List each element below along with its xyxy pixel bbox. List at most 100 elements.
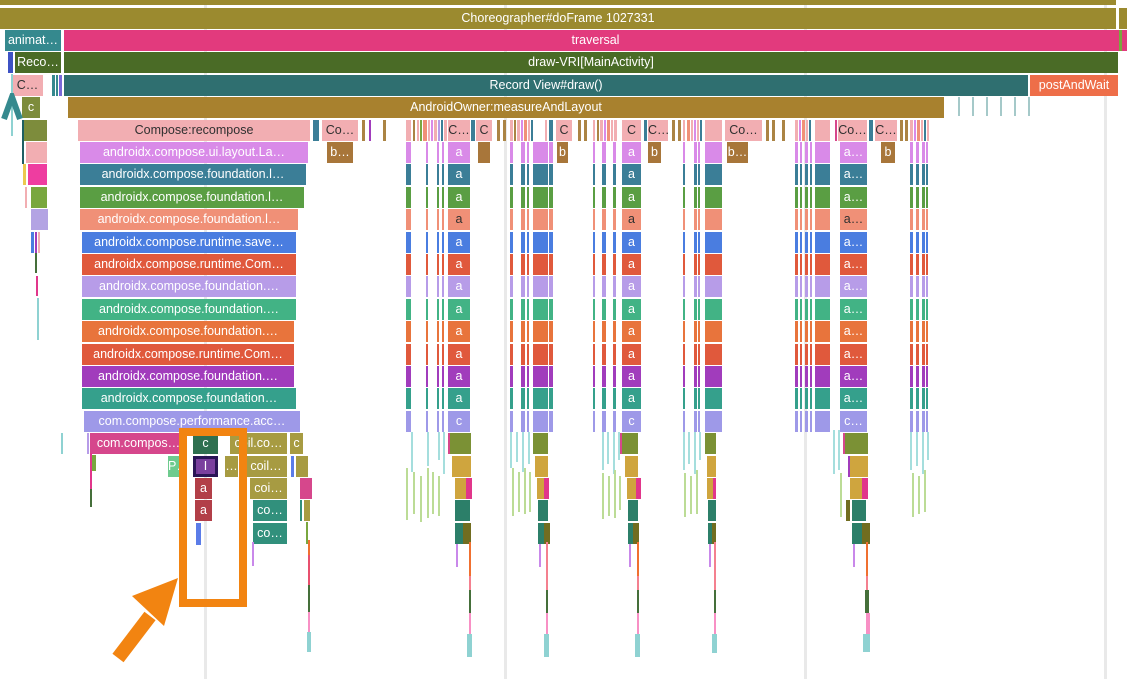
trace-span[interactable]: a bbox=[622, 365, 641, 387]
trace-sliver[interactable] bbox=[521, 365, 525, 387]
span-top-strip[interactable] bbox=[0, 0, 1116, 5]
trace-sliver[interactable] bbox=[442, 298, 444, 320]
trace-span[interactable]: C… bbox=[448, 119, 470, 141]
trace-sliver[interactable] bbox=[578, 119, 581, 141]
trace-sliver[interactable] bbox=[510, 253, 513, 275]
trace-span[interactable]: co… bbox=[253, 500, 287, 522]
trace-sliver[interactable] bbox=[683, 253, 685, 275]
trace-sliver[interactable] bbox=[922, 410, 925, 432]
trace-sliver[interactable] bbox=[628, 522, 633, 544]
trace-span[interactable]: a bbox=[622, 321, 641, 343]
trace-sliver[interactable] bbox=[916, 410, 919, 432]
trace-sliver[interactable] bbox=[531, 119, 533, 141]
trace-span[interactable]: a bbox=[622, 209, 641, 231]
trace-sliver[interactable] bbox=[383, 119, 386, 141]
trace-sliver[interactable] bbox=[528, 119, 530, 141]
trace-sliver[interactable] bbox=[772, 119, 775, 141]
trace-sliver[interactable] bbox=[503, 119, 506, 141]
trace-sliver[interactable] bbox=[549, 298, 553, 320]
trace-sliver[interactable] bbox=[800, 298, 802, 320]
trace-sliver[interactable] bbox=[782, 119, 785, 141]
trace-sliver[interactable] bbox=[544, 522, 550, 544]
trace-line[interactable] bbox=[308, 612, 310, 632]
trace-sliver[interactable] bbox=[593, 388, 595, 410]
trace-sliver[interactable] bbox=[926, 141, 928, 163]
trace-sliver[interactable] bbox=[698, 253, 700, 275]
trace-sliver[interactable] bbox=[313, 119, 319, 141]
trace-span[interactable]: coi… bbox=[250, 477, 287, 499]
trace-line[interactable] bbox=[90, 453, 92, 489]
trace-sliver[interactable] bbox=[521, 209, 525, 231]
trace-sliver[interactable] bbox=[442, 231, 444, 253]
trace-span[interactable]: a… bbox=[840, 231, 867, 253]
trace-sliver[interactable] bbox=[538, 522, 544, 544]
trace-sliver[interactable] bbox=[600, 119, 603, 141]
trace-span[interactable]: a bbox=[622, 298, 641, 320]
trace-sliver[interactable] bbox=[916, 141, 919, 163]
trace-span[interactable]: c… bbox=[840, 410, 867, 432]
trace-sliver[interactable] bbox=[304, 500, 310, 522]
trace-span[interactable]: a… bbox=[840, 276, 867, 298]
trace-sliver[interactable] bbox=[521, 298, 525, 320]
trace-sliver[interactable] bbox=[846, 500, 850, 522]
trace-span[interactable]: a bbox=[195, 500, 212, 522]
trace-sliver[interactable] bbox=[442, 321, 444, 343]
trace-span[interactable]: a bbox=[622, 253, 641, 275]
trace-sliver[interactable] bbox=[835, 119, 837, 141]
trace-sliver[interactable] bbox=[602, 164, 606, 186]
trace-sliver[interactable] bbox=[426, 253, 428, 275]
trace-span[interactable]: … bbox=[225, 455, 238, 477]
trace-sliver[interactable] bbox=[527, 253, 529, 275]
trace-sliver[interactable] bbox=[296, 455, 308, 477]
trace-sliver[interactable] bbox=[613, 365, 616, 387]
trace-sliver[interactable] bbox=[510, 119, 513, 141]
trace-sliver[interactable] bbox=[514, 119, 516, 141]
trace-span[interactable]: a bbox=[448, 186, 470, 208]
trace-line[interactable] bbox=[602, 473, 604, 519]
trace-span[interactable]: c bbox=[22, 97, 40, 119]
trace-sliver[interactable] bbox=[707, 477, 713, 499]
trace-sliver[interactable] bbox=[683, 141, 685, 163]
trace-sliver[interactable] bbox=[413, 119, 415, 141]
trace-span[interactable] bbox=[705, 231, 722, 253]
trace-line[interactable] bbox=[420, 476, 422, 522]
trace-sliver[interactable] bbox=[31, 186, 47, 208]
trace-line[interactable] bbox=[467, 634, 472, 657]
trace-sliver[interactable] bbox=[613, 343, 616, 365]
trace-sliver[interactable] bbox=[628, 500, 638, 522]
trace-sliver[interactable] bbox=[810, 321, 812, 343]
trace-span[interactable]: a bbox=[448, 231, 470, 253]
trace-sliver[interactable] bbox=[795, 365, 798, 387]
trace-line[interactable] bbox=[602, 432, 604, 470]
trace-sliver[interactable] bbox=[524, 119, 527, 141]
trace-line[interactable] bbox=[866, 542, 868, 576]
trace-sliver[interactable] bbox=[442, 410, 444, 432]
trace-span[interactable] bbox=[815, 231, 830, 253]
trace-sliver[interactable] bbox=[510, 141, 513, 163]
trace-span[interactable] bbox=[815, 209, 830, 231]
trace-sliver[interactable] bbox=[544, 477, 549, 499]
trace-sliver[interactable] bbox=[713, 477, 716, 499]
trace-line[interactable] bbox=[1000, 97, 1002, 116]
trace-span[interactable]: androidx.compose.foundation.… bbox=[82, 321, 294, 343]
trace-sliver[interactable] bbox=[406, 276, 411, 298]
trace-sliver[interactable] bbox=[521, 186, 525, 208]
trace-sliver[interactable] bbox=[442, 276, 444, 298]
trace-sliver[interactable] bbox=[510, 343, 513, 365]
trace-sliver[interactable] bbox=[625, 455, 638, 477]
trace-sliver[interactable] bbox=[549, 321, 553, 343]
trace-sliver[interactable] bbox=[497, 119, 500, 141]
trace-span[interactable]: a bbox=[622, 231, 641, 253]
trace-span[interactable]: a bbox=[622, 186, 641, 208]
trace-sliver[interactable] bbox=[527, 365, 529, 387]
trace-sliver[interactable] bbox=[805, 186, 808, 208]
trace-span[interactable] bbox=[705, 343, 722, 365]
trace-span[interactable]: a bbox=[448, 209, 470, 231]
trace-sliver[interactable] bbox=[694, 209, 697, 231]
trace-span[interactable] bbox=[705, 410, 722, 432]
span-record-short[interactable]: Reco… bbox=[15, 52, 61, 74]
trace-sliver[interactable] bbox=[300, 477, 312, 499]
trace-sliver[interactable] bbox=[428, 119, 430, 141]
trace-sliver[interactable] bbox=[810, 253, 812, 275]
trace-sliver[interactable] bbox=[549, 164, 553, 186]
